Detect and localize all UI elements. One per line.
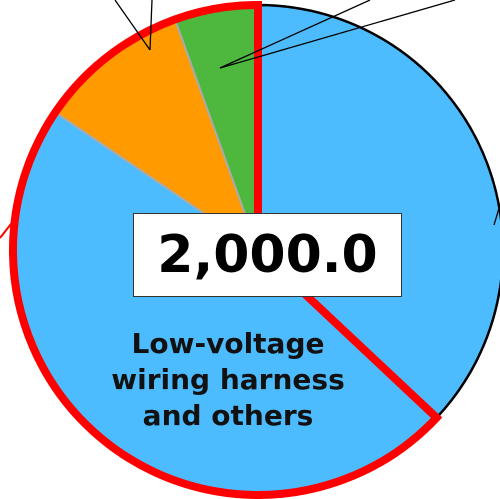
- leader-line: [0, 214, 19, 239]
- leader-line: [114, 0, 151, 51]
- slice-label: Low-voltage wiring harness and others: [111, 327, 345, 432]
- highlight-outline: [9, 0, 443, 499]
- pie-slice: [256, 3, 500, 420]
- leader-line: [219, 0, 371, 69]
- center-label: 2,000.0: [133, 213, 402, 297]
- leader-line: [149, 0, 153, 51]
- leader-line: [493, 204, 500, 226]
- leader-line: [219, 0, 456, 69]
